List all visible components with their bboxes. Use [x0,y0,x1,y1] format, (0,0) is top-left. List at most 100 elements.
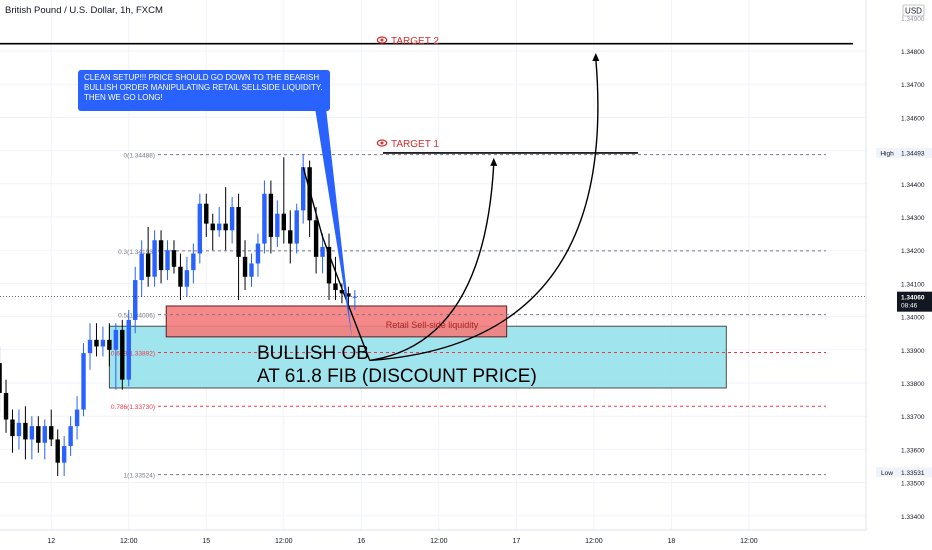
overlays-layer [0,42,866,362]
candle-body [184,270,190,287]
candle-body [145,253,151,277]
target2-label: TARGET 2 [376,36,439,47]
candle-body [171,250,177,267]
candle-body [229,207,235,231]
candle-body [49,426,54,440]
fib-level-label: 1(1.33524) [124,473,155,480]
candle-body [133,280,138,320]
price-tick-label: 1.34700 [901,82,925,89]
candle-body [152,240,157,277]
candle-body [352,296,358,298]
price-tick-label: 1.33600 [901,447,925,454]
badge-tag: High [880,150,894,157]
candle-body [158,240,164,271]
ssl-zone-label: Retail Sell-side liquidity [386,320,479,330]
time-tick-label: 12:00 [120,538,138,545]
candle-body [139,253,144,281]
candle-body [0,363,2,393]
time-tick-label: 12:00 [275,538,293,545]
time-tick-label: 16 [357,538,365,545]
candle-body [288,230,293,244]
price-tick-label: 1.33500 [901,481,925,488]
candle-body [268,193,274,237]
price-tick-label: 1.34100 [901,281,925,288]
candle-body [113,329,119,350]
candle-body [100,339,106,347]
ob-zone-label-line-2: AT 61.8 FIB (DISCOUNT PRICE) [257,366,537,387]
candle-body [294,210,299,244]
price-tick-label: 1.33900 [901,348,925,355]
callout-line-3: THEN WE GO LONG! [84,93,163,102]
time-tick-label: 15 [202,538,210,545]
target1-text: TARGET 1 [391,139,439,150]
price-tick-label: 1.34600 [901,115,925,122]
candle-body [74,409,80,427]
fib-level-label: 0.3(1.34198) [118,249,155,256]
candle-body [204,203,209,224]
candle-body [3,392,9,420]
candle-body [42,426,47,443]
target2-arrow [369,58,599,362]
target2-text: TARGET 2 [391,36,439,47]
price-tick-label: 1.33700 [901,414,925,421]
candle-body [307,167,312,221]
candle-body [197,203,203,254]
current-price-value: 1.34060 [901,295,925,302]
candle-body [275,213,280,237]
candle-body [320,246,325,257]
candle-body [87,339,93,354]
time-tick-label: 12 [47,538,55,545]
candle-body [10,419,15,437]
fib-level-label: 0.618(1.33892) [111,350,155,357]
callout-line-1: CLEAN SETUP!!! PRICE SHOULD GO DOWN TO T… [84,73,319,82]
current-price-countdown: 08:46 [901,303,918,310]
target1-arrow [369,163,495,362]
candle-body [94,339,99,347]
badge-value: 1.33531 [901,470,925,477]
sell-side-liquidity-zone [165,305,508,338]
callout-note[interactable]: CLEAN SETUP!!! PRICE SHOULD GO DOWN TO T… [78,70,352,338]
candle-body [210,223,215,231]
callout-box [78,70,330,111]
candle-body [313,220,319,257]
candle-body [333,283,338,291]
candle-body [326,246,332,284]
candle-body [61,446,67,463]
badge-tag-bg [876,147,898,158]
price-tick-label: 1.34000 [901,315,925,322]
candle-body [107,339,112,350]
fib-level-label: 0.786(1.33730) [111,404,155,411]
badge-tag-bg [876,467,898,478]
drop-path [302,167,371,361]
candle-body [217,223,222,231]
time-tick-label: 12:00 [430,538,448,545]
candle-body [16,422,22,437]
time-tick-label: 12:00 [585,538,603,545]
currency-badge[interactable] [902,4,925,17]
candle-body [29,426,35,440]
current-price-badge [897,291,932,312]
candle-body [249,263,254,277]
candle-body [300,167,306,211]
candle-body [120,329,125,380]
ob-zone-label-line-1: BULLISH OB [257,343,369,364]
candle-body [242,256,248,277]
target1-arrow-head [490,157,498,166]
candle-body [346,293,351,297]
candle-body [236,207,241,257]
candle-body [23,422,28,440]
candles-layer [0,153,358,476]
candle-body [223,223,228,231]
price-tick-label: 1.34800 [901,49,925,56]
candle-body [178,266,183,287]
badge-value-bg [898,147,932,158]
badge-value: 1.34493 [901,150,925,157]
time-tick-label: 17 [512,538,520,545]
eye-icon [376,139,388,147]
candle-body [339,290,345,294]
candle-body [126,319,131,380]
eye-icon [376,36,388,44]
